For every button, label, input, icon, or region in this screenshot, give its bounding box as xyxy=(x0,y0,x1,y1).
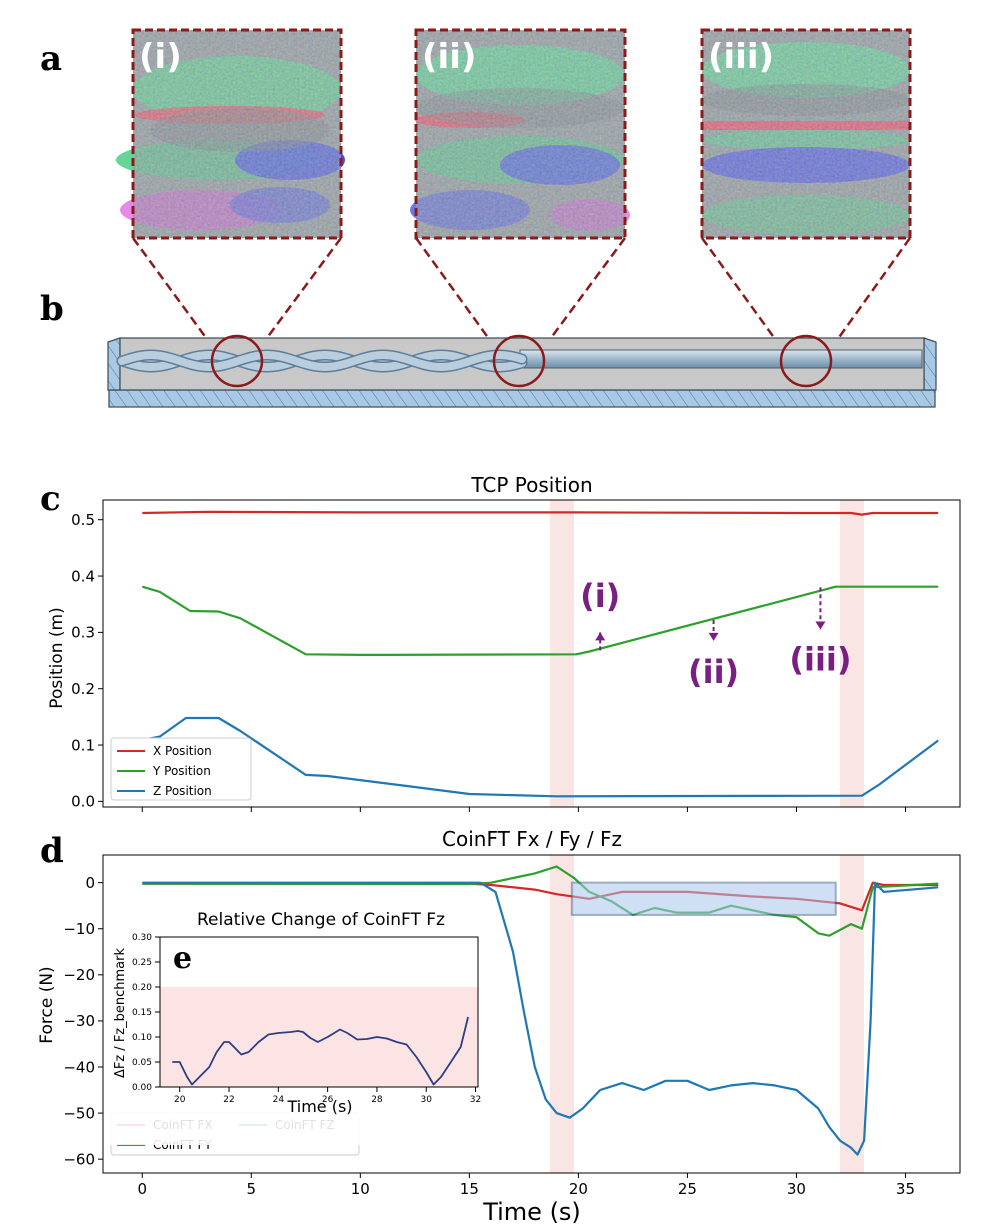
tcp-y-axis-label: Position (m) xyxy=(47,607,67,708)
y-tick-label: −50 xyxy=(63,1104,95,1122)
twisted-strand xyxy=(116,349,528,373)
series-z-position xyxy=(142,716,939,798)
tile-iii: (iii) xyxy=(700,28,912,240)
x-tick-label: 28 xyxy=(371,1095,383,1105)
y-tick-label: −30 xyxy=(63,1012,95,1030)
inset-title: Relative Change of CoinFT Fz xyxy=(197,910,445,930)
shaded-region xyxy=(840,500,865,807)
y-tick-label: 0.4 xyxy=(71,567,95,585)
legend-entry: Z Position xyxy=(153,784,212,798)
annotation-label-2: (ii) xyxy=(688,653,739,691)
legend-entry: X Position xyxy=(153,744,212,758)
shaded-region xyxy=(550,855,575,1173)
chart-coinft-force: CoinFT Fx / Fy / Fz Force (N) Time (s) 0… xyxy=(37,827,961,1226)
panel-letter-b: b xyxy=(40,289,64,329)
axes-frame xyxy=(102,499,961,808)
arrowhead xyxy=(708,632,719,641)
tile-ii: (ii) xyxy=(410,28,630,240)
inset-x-axis-label: Time (s) xyxy=(286,1097,352,1116)
series-coinft-fz xyxy=(142,881,939,1156)
panel-letter-a: a xyxy=(40,39,62,79)
panel-letter-e: e xyxy=(173,941,192,976)
y-tick-label: 0.00 xyxy=(132,1083,152,1093)
cable-diagram xyxy=(107,334,937,408)
tcp-chart-title: TCP Position xyxy=(470,473,592,497)
arrowhead xyxy=(815,621,826,630)
y-tick-label: −60 xyxy=(63,1150,95,1168)
x-tick-label: 30 xyxy=(421,1095,433,1105)
annotation-label-3: (iii) xyxy=(789,641,851,679)
tile-label-ii: (ii) xyxy=(422,37,476,77)
x-tick-label: 25 xyxy=(678,1180,697,1198)
y-tick-label: −40 xyxy=(63,1058,95,1076)
force-x-axis-label: Time (s) xyxy=(482,1198,581,1226)
x-tick-label: 15 xyxy=(460,1180,479,1198)
legend-entry: Y Position xyxy=(152,764,211,778)
tile-i: (i) xyxy=(116,28,345,240)
y-tick-label: 0 xyxy=(85,874,95,892)
x-tick-label: 0 xyxy=(137,1180,147,1198)
x-tick-label: 20 xyxy=(569,1180,588,1198)
y-tick-label: 0.30 xyxy=(132,933,152,943)
series-x-position xyxy=(142,510,939,516)
annotation-label-1: (i) xyxy=(580,577,620,615)
axes-frame xyxy=(102,854,961,1174)
y-tick-label: 0.1 xyxy=(71,736,95,754)
y-tick-label: 0.25 xyxy=(132,958,152,968)
inset-y-axis-label: ΔFz / Fz_benchmark xyxy=(113,948,128,1078)
series-y-position xyxy=(141,585,939,656)
x-tick-label: 32 xyxy=(470,1095,481,1105)
x-tick-label: 35 xyxy=(896,1180,915,1198)
chart-relative-change-inset: 20 22 24 26 28 30 32 0.00 0.05 0.10 0.15 0.20 0.25 0.… xyxy=(107,910,492,1145)
y-tick-label: 0.5 xyxy=(71,511,95,529)
y-tick-label: −20 xyxy=(63,966,95,984)
y-tick-label: −10 xyxy=(63,920,95,938)
force-chart-title: CoinFT Fx / Fy / Fz xyxy=(442,827,622,851)
zoom-connectors xyxy=(131,237,912,351)
x-tick-label: 5 xyxy=(247,1180,257,1198)
panel-letter-c: c xyxy=(40,479,61,519)
strand-fill xyxy=(118,351,526,371)
x-tick-label: 26 xyxy=(322,1095,334,1105)
tcp-legend: X Position Y Position Z Position xyxy=(110,737,252,801)
x-tick-label: 24 xyxy=(273,1095,285,1105)
y-tick-label: 0.2 xyxy=(71,680,95,698)
y-tick-label: 0.05 xyxy=(132,1058,152,1068)
legend-box xyxy=(110,737,252,801)
y-tick-label: 0.10 xyxy=(132,1033,152,1043)
y-tick-label: 0.15 xyxy=(132,1008,152,1018)
tile-label-i: (i) xyxy=(139,37,182,77)
x-tick-label: 20 xyxy=(174,1095,186,1105)
y-tick-label: 0.20 xyxy=(132,983,152,993)
zoom-circle-i xyxy=(210,334,264,388)
arrowhead xyxy=(595,632,606,641)
x-tick-label: 10 xyxy=(351,1180,370,1198)
series-relative-change xyxy=(172,1016,469,1086)
zoom-circle-ii xyxy=(492,334,546,388)
shaded-band xyxy=(160,987,478,1087)
chart-tcp-position: TCP Position Position (m) 0.0 0.1 0.2 0.3 0.… xyxy=(47,473,961,812)
x-tick-label: 22 xyxy=(223,1095,234,1105)
x-tick-label: 30 xyxy=(787,1180,806,1198)
panel-letter-d: d xyxy=(40,831,64,871)
tile-label-iii: (iii) xyxy=(708,37,774,77)
force-y-axis-label: Force (N) xyxy=(37,966,57,1043)
zoom-circle-iii xyxy=(779,334,833,388)
highlight-box xyxy=(570,881,837,916)
shaded-region xyxy=(840,855,865,1173)
y-tick-label: 0.0 xyxy=(71,793,95,811)
y-tick-label: 0.3 xyxy=(71,624,95,642)
